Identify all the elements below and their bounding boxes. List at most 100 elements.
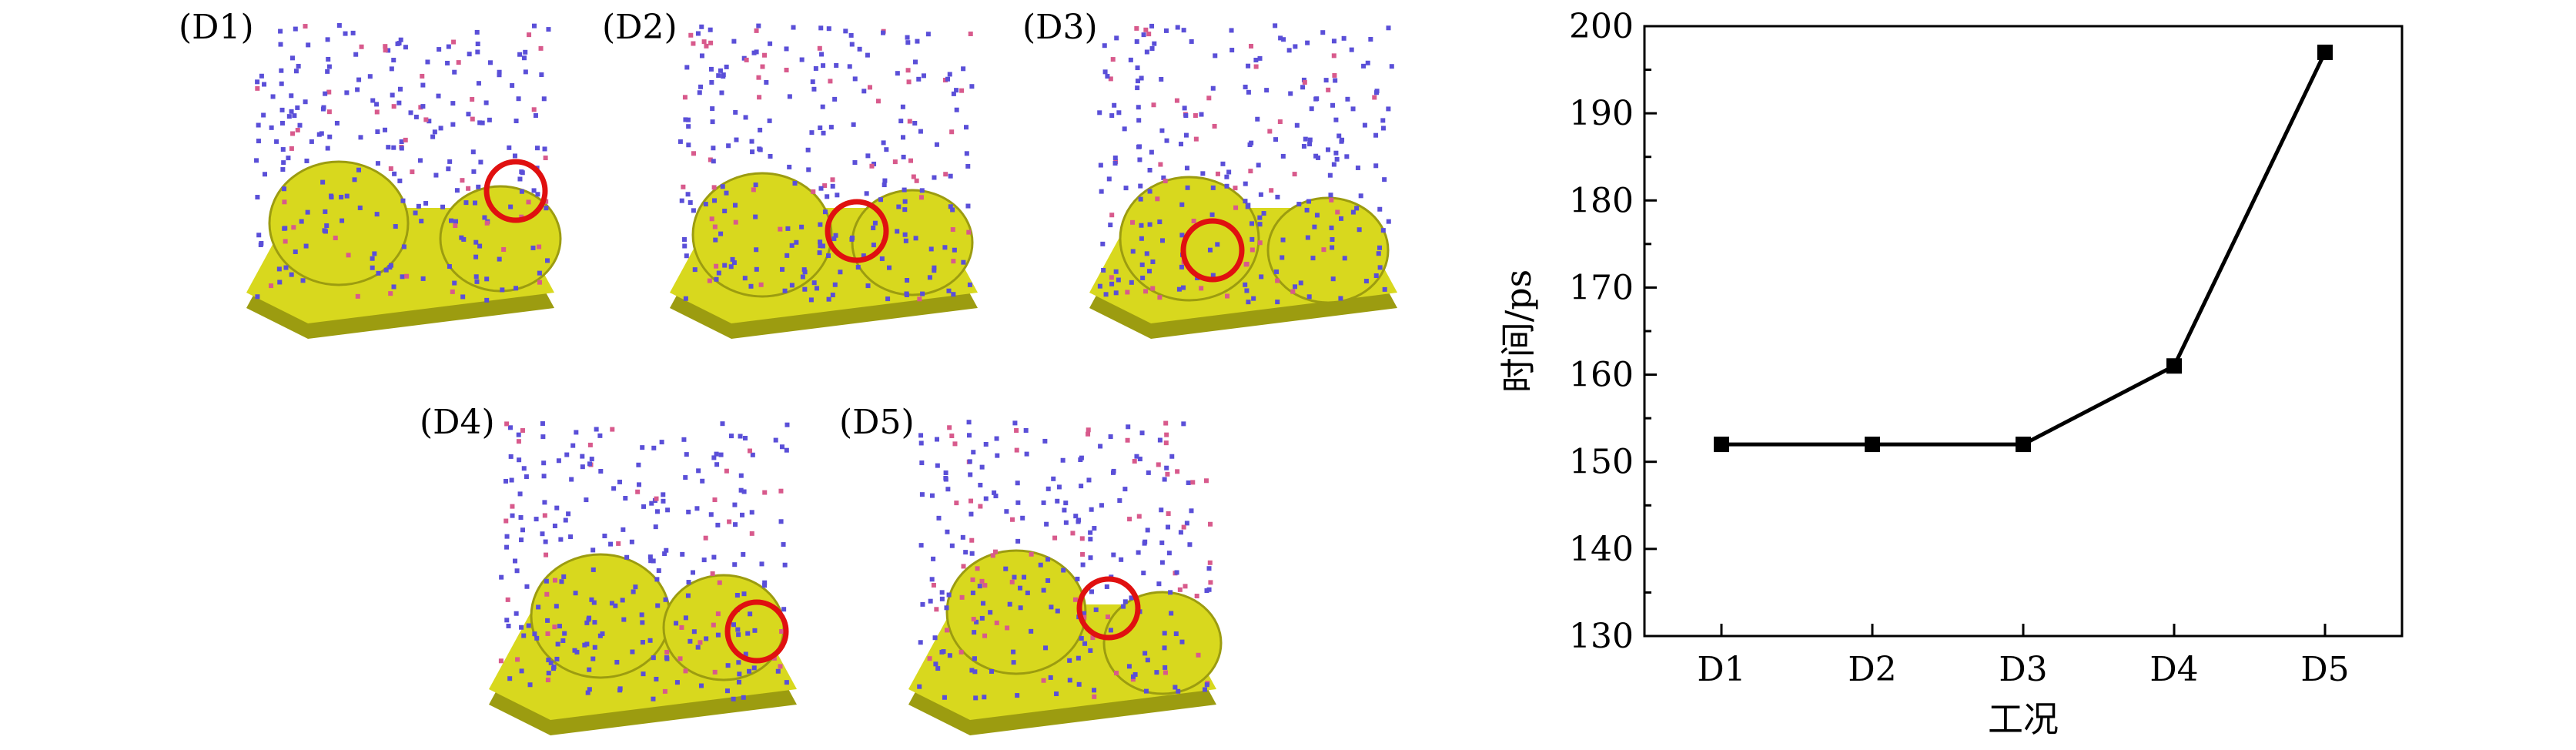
- particle: [1130, 219, 1136, 225]
- particle: [978, 482, 983, 487]
- particle: [961, 259, 966, 265]
- particle: [620, 598, 625, 603]
- particle: [1144, 49, 1149, 55]
- particle: [1281, 37, 1286, 42]
- particle: [982, 633, 988, 638]
- particle: [1194, 594, 1199, 599]
- particle: [778, 226, 783, 232]
- particle: [703, 202, 708, 207]
- particle: [639, 612, 644, 618]
- particle: [981, 601, 986, 606]
- particle: [716, 73, 721, 79]
- particle: [374, 102, 380, 107]
- particle: [734, 593, 740, 598]
- particle: [1259, 274, 1264, 280]
- particle: [843, 28, 848, 34]
- particle: [965, 163, 971, 169]
- particle: [1206, 587, 1212, 592]
- particle: [507, 676, 513, 681]
- particle: [325, 69, 330, 74]
- particle: [1207, 247, 1213, 253]
- particle: [704, 636, 709, 641]
- particle: [806, 167, 811, 172]
- particle: [1333, 150, 1339, 156]
- particle: [329, 195, 334, 200]
- particle: [1290, 289, 1296, 294]
- particle: [1233, 205, 1239, 210]
- particle: [540, 531, 545, 537]
- particle: [1029, 628, 1034, 634]
- particle: [760, 64, 765, 69]
- particle: [1045, 486, 1051, 491]
- particle: [289, 146, 294, 151]
- particle: [282, 199, 287, 205]
- particle: [817, 45, 822, 51]
- particle: [461, 236, 467, 242]
- particle: [1361, 63, 1367, 69]
- particle: [1156, 581, 1162, 587]
- particle: [550, 666, 556, 671]
- particle: [611, 486, 617, 491]
- particle: [1243, 199, 1248, 204]
- particle: [918, 543, 924, 548]
- particle: [517, 52, 523, 57]
- particle: [259, 73, 264, 79]
- particle: [1226, 169, 1232, 175]
- particle: [708, 66, 714, 72]
- particle: [398, 37, 403, 42]
- substrate-mound: [1119, 176, 1260, 302]
- particle: [374, 109, 380, 115]
- particle: [367, 74, 373, 79]
- particle: [1362, 122, 1367, 128]
- particle: [519, 537, 524, 543]
- particle: [983, 441, 989, 447]
- particle: [975, 566, 980, 571]
- particle: [541, 96, 547, 102]
- particle: [541, 460, 547, 466]
- particle: [283, 265, 289, 270]
- particle: [948, 173, 953, 179]
- particle: [1330, 237, 1335, 243]
- particle: [861, 253, 866, 259]
- particle: [1149, 46, 1155, 51]
- particle: [1168, 590, 1173, 595]
- particle: [504, 618, 510, 623]
- particle: [633, 584, 638, 590]
- particle: [954, 88, 959, 93]
- particle: [1280, 153, 1286, 159]
- particle: [995, 453, 1000, 458]
- particle: [750, 452, 755, 457]
- particle: [544, 591, 550, 597]
- particle: [809, 130, 815, 136]
- particle: [1155, 196, 1160, 202]
- particle: [1141, 571, 1146, 576]
- particle: [728, 264, 734, 270]
- particle: [1328, 193, 1333, 198]
- particle: [359, 44, 364, 49]
- particle: [979, 578, 985, 584]
- particle: [539, 72, 544, 77]
- particle: [710, 119, 715, 125]
- particle: [1212, 123, 1217, 129]
- particle: [1158, 162, 1163, 167]
- particle: [932, 268, 937, 273]
- particle: [476, 81, 481, 86]
- particle: [918, 129, 923, 134]
- particle: [303, 24, 308, 29]
- particle: [947, 72, 952, 77]
- particle: [1373, 163, 1379, 169]
- simulation-snapshot-3: [1089, 23, 1397, 339]
- particle: [952, 247, 957, 253]
- particle: [711, 159, 716, 164]
- particle: [726, 143, 731, 149]
- particle: [574, 430, 579, 435]
- particle: [591, 600, 597, 605]
- particle: [685, 192, 691, 197]
- particle: [764, 79, 769, 85]
- particle: [320, 179, 326, 185]
- particle: [811, 280, 817, 286]
- particle: [855, 265, 861, 270]
- particle: [1114, 671, 1119, 676]
- particle: [544, 552, 549, 557]
- particle: [973, 695, 979, 701]
